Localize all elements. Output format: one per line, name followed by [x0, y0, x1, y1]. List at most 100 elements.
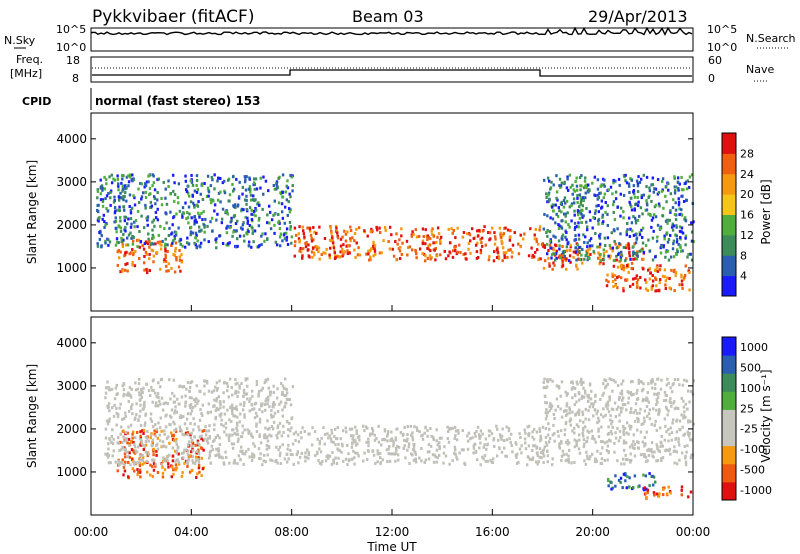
scatter-cell	[341, 444, 344, 448]
scatter-cell	[635, 391, 638, 395]
scatter-cell	[658, 277, 662, 281]
scatter-cell	[273, 199, 277, 203]
scatter-cell	[646, 488, 650, 492]
scatter-cell	[646, 414, 649, 418]
scatter-cell	[656, 223, 660, 227]
scatter-cell	[318, 440, 322, 444]
scatter-cell	[582, 386, 585, 390]
scatter-cell	[502, 232, 506, 236]
scatter-cell	[467, 247, 470, 251]
scatter-cell	[157, 421, 160, 425]
scatter-cell	[622, 210, 625, 214]
scatter-cell	[210, 444, 214, 448]
scatter-cell	[328, 434, 331, 438]
scatter-cell	[156, 392, 160, 396]
scatter-cell	[211, 178, 214, 182]
scatter-cell	[598, 245, 601, 249]
scatter-cell	[609, 246, 612, 250]
scatter-cell	[144, 240, 148, 244]
scatter-cell	[182, 385, 186, 389]
scatter-cell	[272, 420, 276, 424]
scatter-cell	[119, 440, 122, 444]
scatter-cell	[188, 454, 191, 458]
scatter-cell	[215, 381, 219, 385]
scatter-cell	[186, 431, 190, 435]
scatter-cell	[210, 216, 214, 220]
scatter-cell	[676, 250, 679, 254]
scatter-cell	[274, 460, 277, 464]
scatter-cell	[612, 200, 616, 204]
scatter-cell	[431, 435, 435, 439]
scatter-cell	[592, 215, 595, 219]
scatter-cell	[292, 462, 295, 466]
scatter-cell	[173, 199, 176, 203]
scatter-cell	[554, 408, 557, 412]
scatter-cell	[563, 428, 567, 432]
scatter-cell	[658, 268, 661, 272]
scatter-cell	[388, 459, 392, 463]
scatter-cell	[357, 226, 361, 230]
scatter-cell	[621, 379, 625, 383]
scatter-cell	[113, 199, 116, 203]
scatter-cell	[429, 237, 432, 241]
scatter-cell	[466, 439, 470, 443]
scatter-cell	[556, 214, 560, 218]
scatter-cell	[561, 237, 564, 241]
scatter-cell	[151, 425, 155, 429]
scatter-cell	[603, 236, 607, 240]
scatter-cell	[684, 454, 687, 458]
scatter-cell	[626, 264, 629, 268]
scatter-cell	[325, 247, 328, 251]
scatter-cell	[625, 279, 628, 283]
scatter-cell	[638, 249, 641, 253]
scatter-cell	[278, 402, 281, 406]
scatter-cell	[669, 233, 672, 237]
scatter-cell	[387, 240, 390, 244]
scatter-cell	[124, 414, 127, 418]
scatter-cell	[343, 250, 347, 254]
scatter-cell	[136, 209, 140, 213]
scatter-cell	[665, 383, 668, 387]
scatter-cell	[451, 255, 455, 259]
scatter-cell	[637, 446, 641, 450]
scatter-cell	[282, 424, 285, 428]
scatter-cell	[171, 434, 174, 438]
scatter-cell	[282, 386, 286, 390]
scatter-cell	[660, 179, 664, 183]
scatter-cell	[531, 456, 535, 460]
scatter-cell	[273, 231, 276, 235]
colorbar-swatch	[722, 194, 736, 215]
scatter-cell	[624, 179, 627, 183]
scatter-cell	[185, 417, 189, 421]
scatter-cell	[607, 425, 610, 429]
scatter-cell	[199, 241, 203, 245]
scatter-cell	[224, 421, 228, 425]
scatter-cell	[629, 284, 632, 288]
scatter-cell	[310, 250, 314, 254]
scatter-cell	[427, 247, 431, 251]
colorbar-tick-label: 20	[740, 188, 754, 201]
scatter-cell	[609, 439, 612, 443]
scatter-cell	[616, 205, 619, 209]
scatter-cell	[253, 182, 256, 186]
scatter-cell	[190, 380, 194, 384]
scatter-cell	[480, 244, 484, 248]
scatter-cell	[152, 235, 155, 239]
scatter-cell	[634, 219, 638, 223]
scatter-cell	[103, 175, 106, 179]
scatter-cell	[573, 460, 576, 464]
scatter-cell	[549, 402, 552, 406]
scatter-cell	[339, 250, 342, 254]
scatter-cell	[148, 394, 152, 398]
scatter-cell	[157, 395, 160, 399]
scatter-cell	[476, 229, 479, 233]
scatter-cell	[289, 448, 292, 452]
scatter-cell	[545, 401, 548, 405]
scatter-cell	[350, 427, 354, 431]
scatter-cell	[416, 429, 419, 433]
scatter-cell	[408, 245, 412, 249]
scatter-cell	[183, 461, 186, 465]
scatter-cell	[336, 426, 340, 430]
scatter-cell	[552, 248, 556, 252]
scatter-cell	[474, 434, 477, 438]
